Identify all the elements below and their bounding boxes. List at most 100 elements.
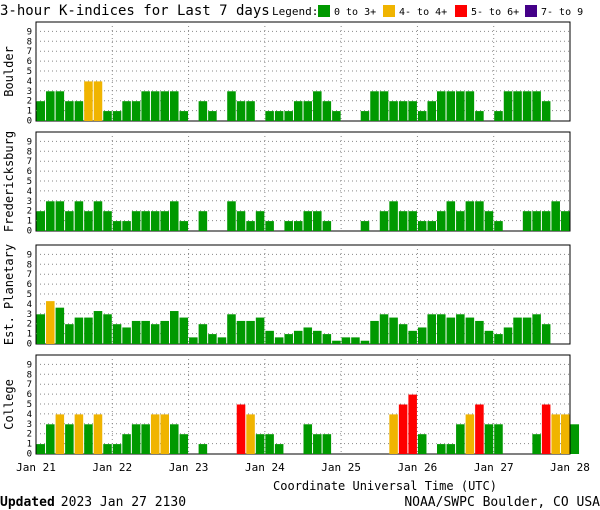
y-tick-label: 4 bbox=[27, 77, 32, 87]
k-index-bar bbox=[408, 394, 417, 454]
k-index-bar bbox=[160, 320, 169, 344]
k-index-bar bbox=[293, 221, 303, 231]
k-index-bar bbox=[456, 314, 465, 344]
k-index-bar bbox=[55, 414, 65, 454]
y-tick-label: 8 bbox=[27, 370, 32, 380]
k-index-bar bbox=[513, 317, 522, 344]
k-index-bar bbox=[246, 101, 255, 121]
k-index-bar bbox=[46, 301, 55, 344]
k-index-bar bbox=[55, 307, 65, 344]
k-index-bar bbox=[560, 414, 570, 454]
k-index-bar bbox=[255, 211, 265, 231]
k-index-bar bbox=[484, 424, 494, 454]
k-index-bar bbox=[274, 337, 284, 344]
y-tick-label: 6 bbox=[27, 167, 32, 177]
k-index-bar bbox=[389, 201, 398, 231]
x-tick-label: Jan 27 bbox=[474, 461, 514, 474]
k-index-bar bbox=[427, 314, 436, 344]
k-index-bar bbox=[522, 211, 532, 231]
y-tick-label: 1 bbox=[27, 107, 32, 117]
x-tick-label: Jan 22 bbox=[92, 461, 132, 474]
k-index-bar bbox=[313, 434, 322, 454]
x-tick-label: Jan 26 bbox=[398, 461, 438, 474]
y-tick-label: 4 bbox=[27, 187, 32, 197]
k-index-bar bbox=[303, 424, 313, 454]
k-index-bar bbox=[93, 311, 103, 344]
y-tick-label: 3 bbox=[27, 420, 32, 430]
x-tick-label: Jan 28 bbox=[550, 461, 590, 474]
k-index-bar bbox=[570, 424, 580, 454]
panel-label: Est. Planetary bbox=[2, 244, 16, 345]
k-index-bar bbox=[227, 91, 236, 121]
y-tick-label: 6 bbox=[27, 280, 32, 290]
k-index-bar bbox=[532, 314, 541, 344]
k-index-bar bbox=[532, 211, 541, 231]
k-index-bar bbox=[513, 91, 522, 121]
k-index-bar bbox=[456, 91, 465, 121]
y-tick-label: 8 bbox=[27, 147, 32, 157]
y-tick-label: 9 bbox=[27, 137, 32, 147]
k-index-bar bbox=[122, 327, 131, 344]
k-index-bar bbox=[303, 327, 313, 344]
k-index-bar bbox=[465, 91, 475, 121]
k-index-bar bbox=[84, 211, 93, 231]
k-index-bar bbox=[284, 111, 293, 121]
y-tick-label: 3 bbox=[27, 310, 32, 320]
k-index-bar bbox=[150, 91, 160, 121]
k-index-bar bbox=[313, 330, 322, 344]
k-index-bar bbox=[360, 221, 370, 231]
k-index-bar bbox=[160, 414, 169, 454]
k-index-bar bbox=[160, 91, 169, 121]
legend-entry-label: 5- to 6+ bbox=[471, 7, 519, 18]
k-index-bar bbox=[84, 424, 93, 454]
k-index-bar bbox=[332, 340, 341, 344]
y-tick-label: 2 bbox=[27, 430, 32, 440]
k-index-bar bbox=[74, 317, 84, 344]
k-index-bar bbox=[360, 340, 370, 344]
k-index-bar bbox=[541, 324, 551, 344]
k-index-bar bbox=[65, 424, 74, 454]
k-index-bar bbox=[46, 424, 55, 454]
legend-entry-label: 4- to 4+ bbox=[399, 7, 447, 18]
k-index-bar bbox=[150, 211, 160, 231]
y-tick-label: 0 bbox=[27, 117, 32, 127]
y-tick-label: 7 bbox=[27, 270, 32, 280]
k-index-bar bbox=[465, 414, 475, 454]
k-index-bar bbox=[208, 111, 217, 121]
chart-title: 3-hour K-indices for Last 7 days bbox=[0, 3, 270, 19]
k-index-bar bbox=[170, 424, 179, 454]
x-axis: Jan 21 Jan 22 Jan 23 Jan 24 Jan 25 Jan 26 Jan … bbox=[16, 461, 590, 474]
k-index-bar bbox=[36, 101, 46, 121]
k-index-bar bbox=[379, 314, 389, 344]
k-index-bar bbox=[198, 444, 208, 454]
k-index-bar bbox=[246, 221, 255, 231]
k-index-bar bbox=[503, 91, 513, 121]
k-index-bar bbox=[398, 101, 408, 121]
k-index-bar bbox=[265, 221, 274, 231]
k-index-bar bbox=[122, 434, 131, 454]
k-index-bar bbox=[255, 317, 265, 344]
k-index-bar bbox=[522, 91, 532, 121]
k-index-bar bbox=[274, 444, 284, 454]
k-index-bar bbox=[265, 111, 274, 121]
k-index-bar bbox=[341, 337, 351, 344]
k-index-bar bbox=[494, 424, 503, 454]
k-index-bar bbox=[55, 201, 65, 231]
k-index-bar bbox=[103, 111, 112, 121]
k-index-bar bbox=[46, 201, 55, 231]
k-index-bar bbox=[437, 444, 446, 454]
k-index-bar bbox=[131, 320, 141, 344]
k-index-bar bbox=[532, 434, 541, 454]
k-index-bar bbox=[379, 211, 389, 231]
k-index-bar bbox=[179, 434, 189, 454]
k-index-bar bbox=[437, 211, 446, 231]
k-index-bar bbox=[74, 201, 84, 231]
k-index-bar bbox=[446, 317, 456, 344]
k-index-bar bbox=[322, 101, 332, 121]
k-index-bar bbox=[417, 111, 427, 121]
y-tick-label: 7 bbox=[27, 380, 32, 390]
x-axis-label: Coordinate Universal Time (UTC) bbox=[273, 479, 497, 493]
